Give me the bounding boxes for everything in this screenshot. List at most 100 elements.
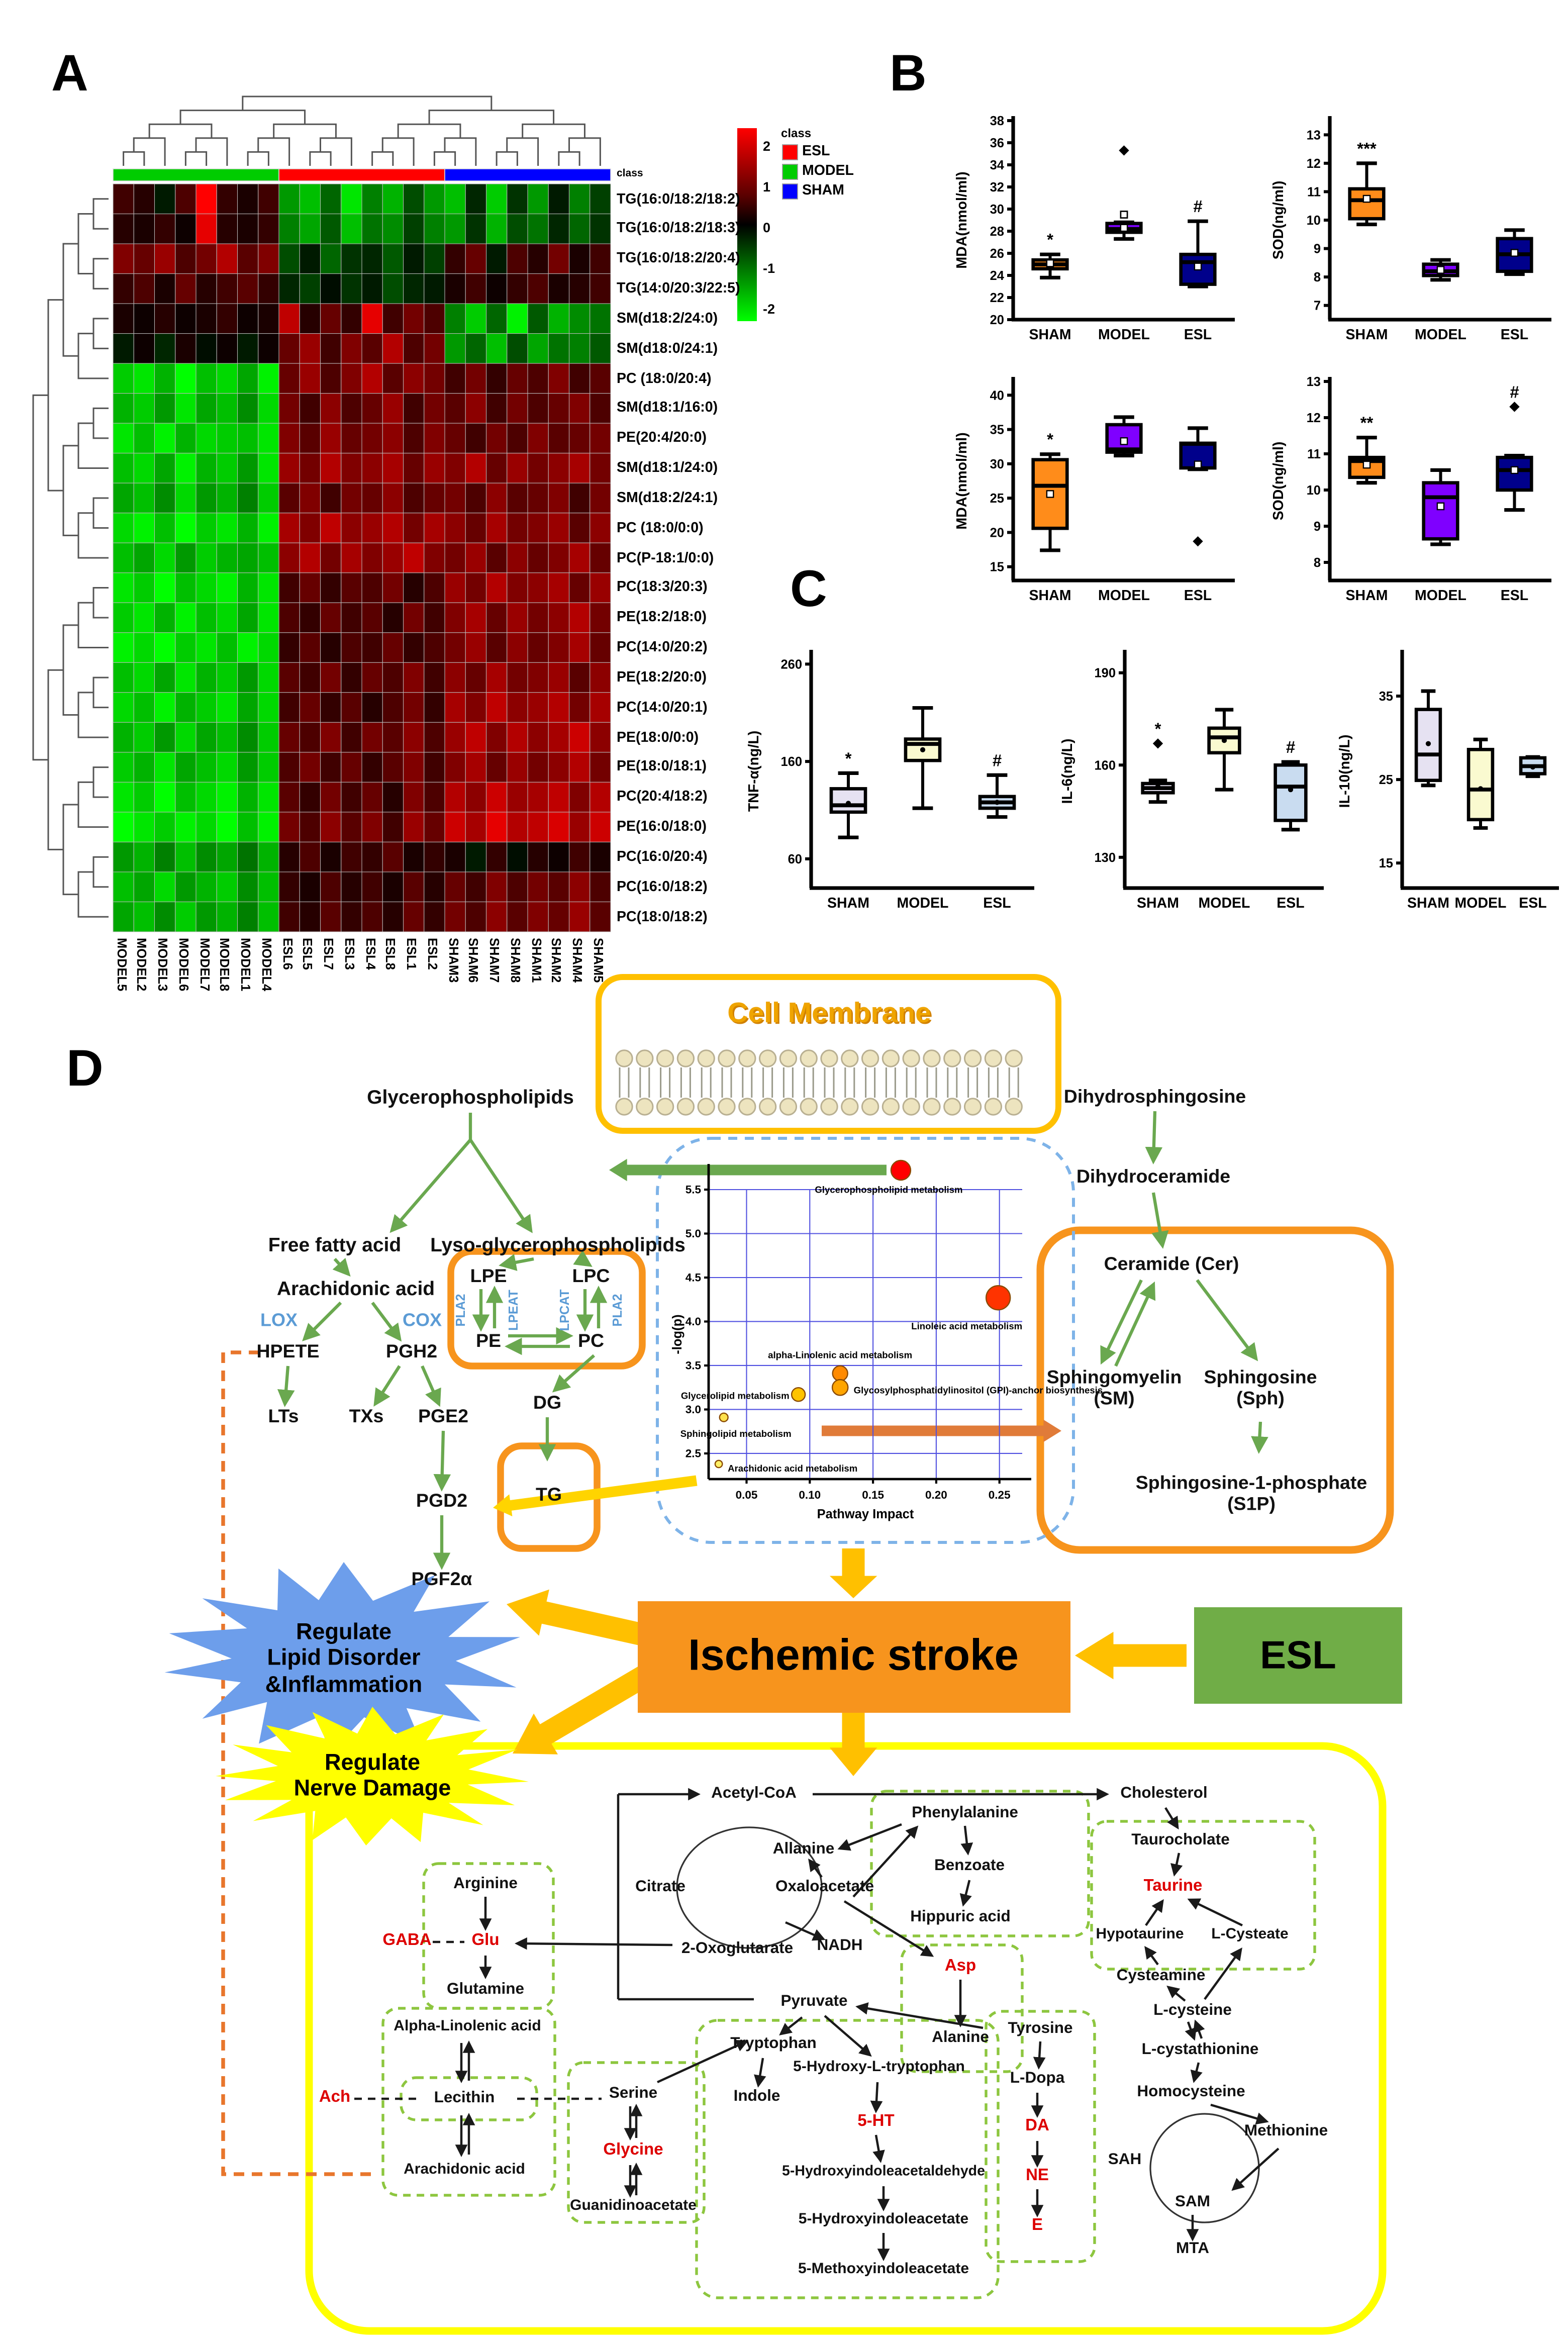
diagram-node-pyr: Pyruvate (780, 1992, 848, 2011)
heatmap-cell (113, 423, 134, 454)
heatmap-cell (424, 303, 445, 334)
heatmap-cell (154, 722, 176, 753)
heatmap-cell (258, 423, 279, 454)
heatmap-cell (444, 692, 466, 723)
heatmap-cell (403, 423, 425, 454)
heatmap-cell (320, 482, 342, 514)
heatmap-cell (382, 183, 404, 215)
y-tick-label: 60 (788, 852, 802, 866)
heatmap-cell (361, 602, 383, 633)
heatmap-cell (527, 632, 549, 663)
heatmap-cell (382, 782, 404, 813)
y-tick-label: 30 (990, 457, 1004, 471)
heatmap-cell (258, 722, 279, 753)
heatmap-cell (444, 393, 466, 424)
heatmap-cell (548, 513, 570, 543)
row-dendrogram-branch (62, 804, 78, 896)
significance-annotation: # (993, 751, 1002, 769)
heatmap-cell (154, 333, 176, 364)
heatmap-cell (216, 722, 238, 753)
heatmap-cell (527, 782, 549, 813)
diagram-node-aa-bot: Arachidonic acid (404, 2161, 525, 2178)
heatmap-cell (258, 393, 279, 424)
column-dendrogram-branch (309, 151, 332, 166)
heatmap-cell (361, 482, 383, 514)
green-pathway-arrow (302, 1301, 342, 1341)
heatmap-cell (485, 871, 508, 903)
heatmap-cell (568, 632, 591, 663)
heatmap-cell (424, 841, 445, 872)
diagram-node-pgf2a: PGF2α (411, 1568, 472, 1590)
heatmap-cell (320, 662, 342, 693)
heatmap-cell (568, 572, 591, 603)
heatmap-column-label: SHAM7 (487, 938, 502, 983)
heatmap-cell (424, 662, 445, 693)
diagram-node-arg: Arginine (453, 1875, 518, 1893)
heatmap-cell (382, 243, 404, 274)
lipid-head-top (615, 1049, 633, 1067)
ischemic-stroke-banner (638, 1601, 1070, 1713)
heatmap-cell (113, 513, 134, 543)
lipid-head-bottom (758, 1098, 777, 1116)
heatmap-class-row-label: class (617, 169, 643, 179)
colorbar-tick-label: -1 (763, 261, 775, 276)
heatmap-cell (299, 542, 321, 573)
y-tick-label: 22 (990, 291, 1004, 305)
heatmap-cell (361, 542, 383, 573)
mean-marker (1194, 262, 1202, 271)
heatmap-cell (195, 482, 217, 514)
black-pathway-arrow (1190, 2062, 1203, 2083)
heatmap-cell (382, 393, 404, 424)
heatmap-cell (465, 662, 487, 693)
heatmap-cell (341, 303, 362, 334)
mean-marker (920, 747, 926, 752)
heatmap-column-label: MODEL1 (238, 938, 253, 992)
heatmap-cell (424, 423, 445, 454)
heatmap-cell (361, 841, 383, 872)
heatmap-cell (341, 393, 362, 424)
heatmap-cell (424, 782, 445, 813)
diagram-node-hipp: Hippuric acid (910, 1908, 1011, 1926)
heatmap-cell (341, 243, 362, 274)
box (1422, 481, 1459, 541)
heatmap-cell (320, 692, 342, 723)
diagram-node-pe: PE (475, 1330, 502, 1351)
heatmap-cell (133, 632, 155, 663)
heatmap-cell (216, 812, 238, 842)
x-tick-label: 0.10 (799, 1489, 821, 1501)
heatmap-cell (465, 871, 487, 903)
heatmap-cell (133, 393, 155, 424)
box (1207, 726, 1241, 755)
category-label: MODEL (1415, 327, 1466, 343)
black-pathway-arrow (1187, 1898, 1243, 1927)
heatmap-cell (299, 662, 321, 693)
heatmap-cell (320, 542, 342, 573)
category-label: MODEL (1098, 327, 1150, 343)
category-label: MODEL (1098, 588, 1150, 604)
class-bar-sham (444, 168, 611, 181)
diagram-node-gln: Glutamine (446, 1980, 525, 1999)
y-tick-label: 2.5 (685, 1447, 701, 1459)
heatmap-cell (485, 841, 508, 872)
heatmap-cell (258, 213, 279, 244)
heatmap-cell (341, 901, 362, 932)
heatmap-cell (278, 183, 300, 215)
heatmap-row-label: PC(P-18:1/0:0) (617, 549, 714, 566)
row-dendrogram-branch (62, 445, 78, 536)
heatmap-cell (299, 812, 321, 842)
heatmap-cell (216, 453, 238, 483)
heatmap-cell (113, 303, 134, 334)
heatmap-cell (548, 183, 570, 215)
heatmap-cell (403, 692, 425, 723)
heatmap-cell (299, 513, 321, 543)
diagram-node-ne: NE (1026, 2167, 1049, 2185)
heatmap-cell (237, 901, 259, 932)
heatmap-cell (216, 871, 238, 903)
y-tick-label: 3.5 (685, 1359, 701, 1372)
category-label: ESL (1501, 327, 1528, 343)
heatmap-cell (237, 273, 259, 304)
heatmap-cell (527, 363, 549, 394)
big-arrow-7 (513, 1664, 654, 1754)
heatmap-cell (175, 183, 197, 215)
